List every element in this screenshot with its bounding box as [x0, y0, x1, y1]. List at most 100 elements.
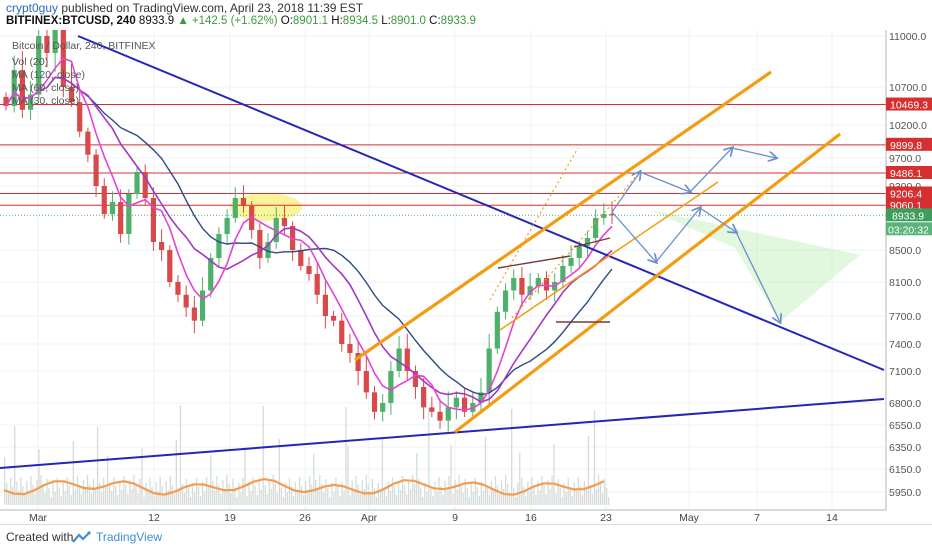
volume-bar [369, 493, 371, 505]
candle-body [77, 102, 83, 132]
channel-lower-line [454, 132, 841, 434]
author-link[interactable]: crypt0guy [6, 1, 59, 15]
candle-body [380, 403, 386, 412]
candle-body [68, 87, 75, 103]
volume-bar [274, 484, 276, 505]
channel-mid-line [499, 181, 719, 331]
volume-bar [313, 454, 315, 505]
low-label: L: [381, 15, 391, 27]
volume-bar [430, 487, 432, 505]
last-price-label: 8933.9 [892, 210, 924, 222]
volume-bar [414, 484, 416, 505]
volume-bar [599, 484, 602, 505]
volume-bar [82, 480, 85, 505]
candle-body [371, 392, 378, 412]
volume-bar [230, 493, 232, 505]
close-label: C: [429, 15, 441, 27]
volume-bar [405, 494, 408, 505]
volume-bar [551, 475, 553, 505]
countdown-tag [886, 222, 932, 236]
volume-bar [492, 490, 495, 505]
projection-arrow [735, 231, 780, 322]
low-value: 8901.0 [390, 15, 426, 27]
candle-body [27, 94, 34, 110]
candle-body [355, 353, 361, 371]
volume-bar [143, 497, 145, 505]
volume-bar [397, 481, 400, 505]
volume-bar [605, 488, 608, 505]
volume-bar [197, 487, 200, 505]
volume-bar [553, 444, 555, 505]
volume-bar [218, 485, 220, 505]
projection-arrow [655, 208, 700, 263]
volume-bar [474, 478, 476, 505]
candle-body [535, 278, 541, 287]
candle-body [494, 311, 500, 349]
level-price-tag [886, 165, 932, 179]
volume-bar [189, 497, 192, 505]
candle-body [527, 286, 533, 295]
candle-body [306, 266, 312, 274]
volume-bar [260, 490, 262, 505]
candle-body [175, 282, 181, 295]
volume-bar [482, 491, 485, 505]
time-tick-label: 26 [299, 512, 311, 524]
legend-title: Bitcoin / Dollar, 240, BITFINEX [12, 40, 156, 52]
volume-bar [161, 486, 163, 505]
volume-bar [220, 494, 222, 505]
price-tick-label: 6150.0 [889, 464, 921, 476]
level-price-label: 9206.4 [890, 188, 922, 200]
volume-bar [203, 491, 206, 505]
volume-bar [46, 479, 48, 505]
channel-upper-line [354, 70, 772, 362]
volume-bar [284, 483, 287, 505]
volume-bar [426, 492, 428, 505]
volume-bar [523, 487, 525, 505]
volume-bar [422, 497, 424, 505]
volume-bar [254, 486, 256, 505]
volume-bar [381, 438, 384, 505]
volume-bar [464, 479, 466, 505]
volume-bar [278, 439, 281, 505]
volume-bar [34, 494, 36, 505]
volume-bar [428, 408, 430, 505]
volume-bar [137, 493, 139, 505]
volume-bar [529, 491, 531, 505]
price-tick-label: 6800.0 [889, 398, 921, 410]
candle-body [232, 198, 238, 218]
volume-bar [565, 492, 567, 505]
volume-bar [163, 495, 165, 505]
volume-bar [212, 481, 214, 505]
countdown-label: 03:20:32 [888, 224, 929, 236]
volume-bar [234, 488, 236, 505]
candle-body [118, 202, 124, 234]
volume-bar [549, 489, 551, 505]
ma-30-line [5, 57, 613, 411]
volume-bar [577, 477, 579, 505]
volume-bar [401, 476, 404, 505]
symbol-label: BITFINEX:BTCUSD, 240 [6, 15, 136, 27]
time-tick-label: May [679, 512, 700, 524]
tradingview-logo-icon[interactable] [72, 531, 92, 545]
volume-bar [151, 487, 153, 505]
volume-bars [4, 405, 610, 505]
projection-arrow [689, 148, 732, 193]
price-tick-label: 9700.0 [889, 153, 921, 165]
level-price-label: 9486.1 [890, 168, 922, 180]
volume-bar [315, 480, 317, 505]
tradingview-brand[interactable]: TradingView [96, 530, 163, 544]
candle-body [216, 234, 222, 258]
created-with-text: Created with [6, 530, 74, 544]
volume-bar [533, 486, 535, 505]
candle-body [511, 278, 517, 291]
plot-background [0, 30, 886, 510]
high-label: H: [331, 15, 343, 27]
high-value: 8934.5 [342, 15, 378, 27]
price-chart[interactable]: 11000.010700.010200.09700.09300.08500.08… [0, 30, 932, 524]
volume-bar [191, 483, 194, 505]
volume-bar [216, 476, 218, 505]
volume-bar [238, 483, 240, 505]
volume-bar [569, 487, 571, 505]
volume-bar [541, 476, 543, 505]
volume-bar [179, 405, 182, 505]
